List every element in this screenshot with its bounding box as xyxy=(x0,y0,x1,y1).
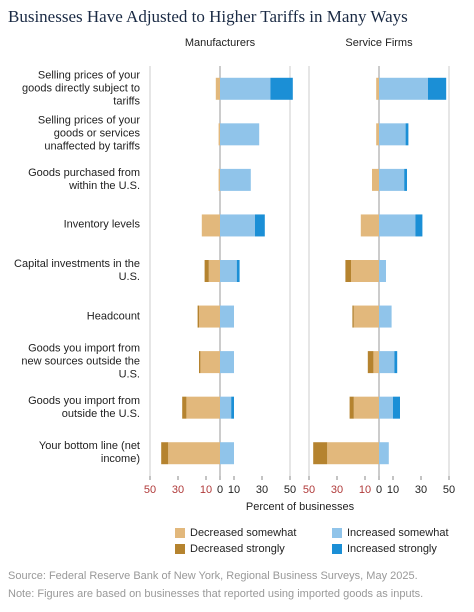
bar-segment xyxy=(428,77,447,100)
bar-segment xyxy=(197,305,199,328)
category-label: Selling prices of your goods or services… xyxy=(37,114,140,153)
bar-segment xyxy=(220,260,237,282)
bar-segment xyxy=(220,396,232,419)
bar-segment xyxy=(231,396,234,419)
bar-segment xyxy=(218,168,220,191)
x-tick-label: 10 xyxy=(228,484,240,496)
bar-segment xyxy=(360,214,379,237)
bar-segment xyxy=(353,396,379,419)
chart-title: Businesses Have Adjusted to Higher Tarif… xyxy=(8,7,408,26)
panel-title: Manufacturers xyxy=(185,37,256,49)
bar-segment xyxy=(379,260,386,282)
bar-segment xyxy=(345,260,351,282)
legend-swatch xyxy=(175,528,185,538)
x-tick-label: 10 xyxy=(200,484,212,496)
bar-segment xyxy=(220,214,255,237)
x-tick-label: 50 xyxy=(443,484,455,496)
category-label: Goods you import from new sources outsid… xyxy=(21,342,140,381)
category-label: Capital investments in the U.S. xyxy=(14,258,140,283)
bar-segment xyxy=(236,260,240,282)
bar-segment xyxy=(379,168,405,191)
x-tick-label: 0 xyxy=(217,484,223,496)
bar-segment xyxy=(379,77,428,100)
bar-segment xyxy=(200,351,220,374)
bar-segment xyxy=(415,214,423,237)
bar-segment xyxy=(376,123,379,146)
bar-segment xyxy=(201,214,220,237)
bar-segment xyxy=(404,168,407,191)
bar-segment xyxy=(255,214,265,237)
legend-label: Decreased somewhat xyxy=(190,527,296,539)
x-tick-label: 30 xyxy=(172,484,184,496)
bar-segment xyxy=(353,305,379,328)
bar-segment xyxy=(351,260,379,282)
bar-segment xyxy=(186,396,220,419)
bar-segment xyxy=(204,260,209,282)
bar-segment xyxy=(394,351,398,374)
source: Source: Federal Reserve Bank of New York… xyxy=(8,570,418,582)
category-label: Headcount xyxy=(86,310,140,323)
bar-segment xyxy=(379,305,392,328)
bar-segment xyxy=(199,351,201,374)
bar-segment xyxy=(220,305,234,328)
bar-segment xyxy=(313,442,328,465)
bar-segment xyxy=(393,396,400,419)
bar-segment xyxy=(379,396,393,419)
bar-segment xyxy=(379,123,406,146)
bar-segment xyxy=(208,260,220,282)
note: Note: Figures are based on businesses th… xyxy=(8,588,423,600)
bar-segment xyxy=(376,77,379,100)
panel-title: Service Firms xyxy=(345,37,413,49)
bar-segment xyxy=(379,351,395,374)
legend-label: Decreased strongly xyxy=(190,543,285,555)
x-tick-label: 30 xyxy=(256,484,268,496)
bar-segment xyxy=(373,351,379,374)
bar-segment xyxy=(161,442,169,465)
category-label: Goods purchased from within the U.S. xyxy=(28,166,140,192)
category-label: Goods you import from outside the U.S. xyxy=(28,394,140,420)
category-label: Inventory levels xyxy=(63,218,140,231)
bar-segment xyxy=(349,396,354,419)
bar-segment xyxy=(168,442,220,465)
bar-segment xyxy=(379,214,416,237)
x-tick-label: 10 xyxy=(359,484,371,496)
bar-segment xyxy=(220,168,251,191)
legend-swatch xyxy=(175,544,185,554)
bar-segment xyxy=(218,123,220,146)
bar-segment xyxy=(405,123,409,146)
bar-segment xyxy=(215,77,220,100)
legend-label: Increased somewhat xyxy=(347,527,449,539)
category-label: Selling prices of your goods directly su… xyxy=(21,69,140,108)
bar-segment xyxy=(199,305,220,328)
bar-segment xyxy=(182,396,187,419)
bar-segment xyxy=(220,77,271,100)
bar-segment xyxy=(372,168,379,191)
x-tick-label: 10 xyxy=(387,484,399,496)
x-tick-label: 50 xyxy=(144,484,156,496)
bar-segment xyxy=(352,305,354,328)
bar-segment xyxy=(220,442,234,465)
x-tick-label: 0 xyxy=(376,484,382,496)
category-label: Your bottom line (net income) xyxy=(38,440,140,466)
bar-segment xyxy=(379,442,389,465)
x-tick-label: 50 xyxy=(303,484,315,496)
bar-segment xyxy=(367,351,374,374)
bar-segment xyxy=(220,123,260,146)
x-tick-label: 30 xyxy=(331,484,343,496)
bar-segment xyxy=(220,351,234,374)
legend-label: Increased strongly xyxy=(347,543,437,555)
x-tick-label: 50 xyxy=(284,484,296,496)
legend-swatch xyxy=(332,528,342,538)
bar-segment xyxy=(270,77,293,100)
bar-segment xyxy=(327,442,379,465)
x-tick-label: 30 xyxy=(415,484,427,496)
x-axis-label: Percent of businesses xyxy=(246,501,355,513)
legend-swatch xyxy=(332,544,342,554)
